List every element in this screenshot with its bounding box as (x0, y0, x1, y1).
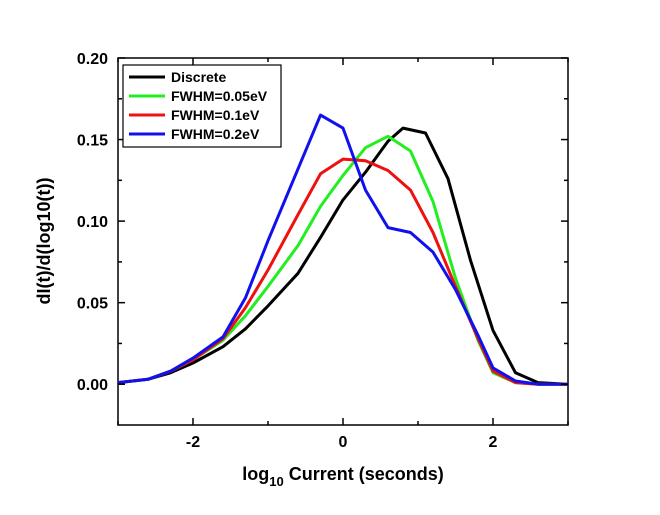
series-lines (117, 113, 569, 386)
x-tick-label: 0 (339, 434, 348, 451)
series-line-3 (117, 113, 568, 386)
y-tick-label: 0.20 (77, 51, 108, 68)
y-tick-label: 0.05 (77, 296, 108, 313)
series-line-2 (117, 157, 568, 386)
x-tick-label: -2 (186, 434, 200, 451)
y-tick-label: 0.15 (77, 133, 108, 150)
legend-label-1: FWHM=0.05eV (171, 88, 268, 104)
legend-label-0: Discrete (171, 69, 226, 85)
x-tick-label: 2 (489, 434, 498, 451)
y-tick-label: 0.00 (77, 377, 108, 394)
series-line-0 (117, 126, 569, 386)
x-axis-label: log10 Current (seconds) (242, 464, 444, 489)
legend-label-3: FWHM=0.2eV (171, 126, 260, 142)
axis-ticks (117, 57, 569, 425)
x-axis-label-main: log (242, 464, 269, 484)
y-axis-label: dI(t)/d(log10(t)) (34, 178, 54, 305)
legend: Discrete FWHM=0.05eV FWHM=0.1eV FWHM=0.2eV (122, 64, 282, 148)
x-axis-label-rest: Current (seconds) (284, 464, 444, 484)
x-axis-label-subscript: 10 (269, 474, 283, 489)
tick-labels: -2 0 2 0.00 0.05 0.10 0.15 0.20 (77, 51, 498, 451)
legend-label-2: FWHM=0.1eV (171, 107, 260, 123)
y-tick-label: 0.10 (77, 214, 108, 231)
